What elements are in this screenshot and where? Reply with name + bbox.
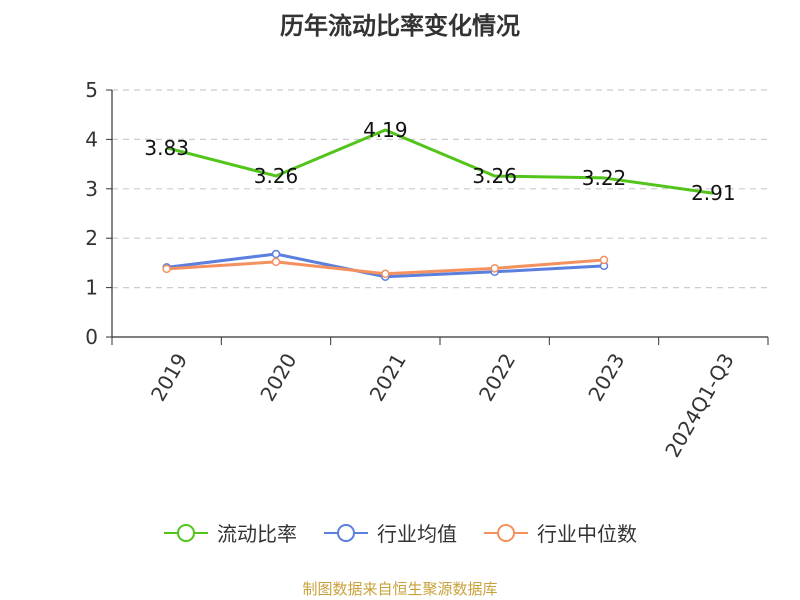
y-tick-label: 4 (85, 127, 98, 151)
legend: 流动比率 行业均值 行业中位数 (0, 518, 800, 547)
legend-item-current-ratio[interactable]: 流动比率 (163, 518, 297, 547)
legend-label: 流动比率 (217, 522, 297, 546)
source-note: 制图数据来自恒生聚源数据库 (302, 580, 498, 598)
legend-item-industry-median[interactable]: 行业中位数 (483, 518, 637, 547)
legend-marker-icon (484, 523, 528, 542)
x-tick-label: 2022 (474, 349, 520, 405)
x-tick-label: 2024Q1-Q3 (660, 349, 739, 461)
x-tick-label: 2019 (146, 349, 192, 405)
data-point (381, 269, 390, 279)
y-tick-label: 1 (85, 276, 98, 300)
data-label: 3.26 (472, 164, 517, 188)
data-label: 2.91 (691, 181, 736, 205)
grid-lines (112, 89, 768, 289)
data-point (490, 264, 499, 273)
x-tick-label: 2021 (365, 349, 411, 405)
data-point (599, 255, 609, 265)
data-point (271, 257, 281, 267)
data-label: 3.83 (144, 136, 189, 160)
data-label: 4.19 (363, 118, 408, 142)
series-line (166, 128, 714, 195)
y-tick-label: 0 (85, 325, 98, 349)
y-tick-label: 3 (85, 177, 98, 201)
data-label: 3.26 (254, 164, 299, 188)
data-point (271, 249, 281, 259)
y-tick-label: 2 (85, 226, 98, 250)
x-tick-label: 2020 (255, 349, 301, 405)
y-tick-label: 5 (85, 78, 98, 102)
legend-marker-icon (324, 523, 368, 542)
data-point (162, 264, 171, 274)
legend-item-industry-mean[interactable]: 行业均值 (323, 518, 457, 547)
data-labels: 3.83 3.26 4.19 3.26 3.22 2.91 (144, 118, 735, 205)
x-tick-label: 2023 (583, 349, 629, 405)
legend-label: 行业均值 (377, 522, 457, 546)
data-label: 3.22 (582, 166, 627, 190)
chart-title: 历年流动比率变化情况 (280, 12, 520, 40)
legend-marker-icon (164, 523, 208, 542)
legend-label: 行业中位数 (537, 522, 637, 546)
series-lines (162, 128, 714, 281)
